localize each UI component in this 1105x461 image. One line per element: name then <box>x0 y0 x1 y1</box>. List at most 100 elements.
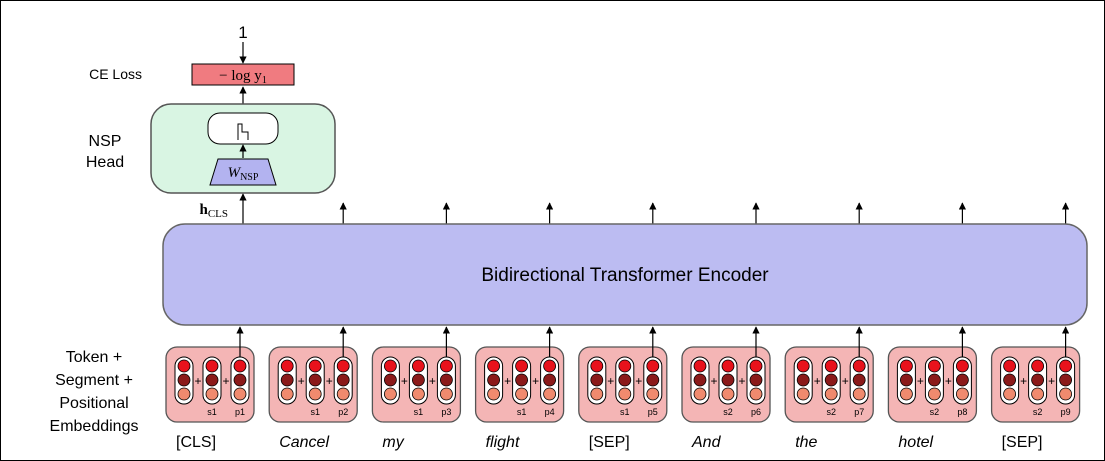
embedding-unit <box>280 387 294 401</box>
embedding-unit <box>1003 359 1016 373</box>
embedding-unit <box>205 359 219 373</box>
embedding-unit <box>383 387 397 401</box>
embedding-unit <box>646 359 660 373</box>
softmax-icon <box>237 123 249 140</box>
embedding-unit <box>693 373 707 387</box>
token-word: [SEP] <box>1002 434 1043 451</box>
token-word: hotel <box>898 434 933 451</box>
softmax-box <box>207 112 279 145</box>
embedding-unit <box>411 359 425 373</box>
embedding-unit <box>928 359 941 373</box>
embeddings-label-line2: Segment + <box>55 372 133 389</box>
position-label: p9 <box>1061 407 1071 417</box>
embedding-unit <box>928 373 941 387</box>
embedding-block-1: + + s1 p2 Cancel <box>268 326 358 451</box>
embedding-unit <box>233 373 247 387</box>
position-label: p5 <box>648 407 658 417</box>
embedding-unit <box>618 373 632 387</box>
embedding-unit <box>590 359 604 373</box>
segment-label: s1 <box>517 407 527 417</box>
embedding-unit <box>543 387 556 401</box>
embedding-unit <box>852 359 866 373</box>
plus-sign: + <box>1048 374 1055 388</box>
embedding-block-6: + + s2 p7 the <box>784 326 874 451</box>
position-label: p7 <box>854 407 864 417</box>
embedding-block-0: + + s1 p1 [CLS] <box>165 326 255 451</box>
embedding-unit <box>796 387 810 401</box>
embedding-unit <box>439 373 453 387</box>
position-label: p8 <box>957 407 967 417</box>
embedding-unit <box>693 387 707 401</box>
embedding-unit <box>487 373 501 387</box>
plus-sign: + <box>710 374 717 388</box>
embedding-unit <box>543 359 556 373</box>
embedding-unit <box>1059 387 1072 401</box>
token-word: flight <box>486 434 520 451</box>
segment-label: s2 <box>826 407 836 417</box>
embedding-unit <box>336 373 350 387</box>
position-label: p1 <box>235 407 245 417</box>
plus-sign: + <box>194 374 201 388</box>
embedding-unit <box>1003 373 1016 387</box>
segment-label: s2 <box>1033 407 1043 417</box>
plus-sign: + <box>814 374 821 388</box>
encoder-label: Bidirectional Transformer Encoder <box>481 265 769 286</box>
plus-sign: + <box>917 374 924 388</box>
plus-sign: + <box>401 374 408 388</box>
embedding-unit <box>205 373 219 387</box>
token-word: Cancel <box>279 434 329 451</box>
embedding-unit <box>233 387 247 401</box>
embedding-unit <box>900 387 913 401</box>
embedding-unit <box>487 387 501 401</box>
embedding-unit <box>1059 359 1072 373</box>
embedding-unit <box>308 359 322 373</box>
plus-sign: + <box>504 374 511 388</box>
embedding-unit <box>1031 373 1044 387</box>
plus-sign: + <box>326 374 333 388</box>
segment-label: s1 <box>620 407 630 417</box>
embedding-unit <box>749 359 763 373</box>
embedding-unit <box>900 359 913 373</box>
embedding-unit <box>233 359 247 373</box>
segment-label: s1 <box>414 407 424 417</box>
embedding-unit <box>205 387 219 401</box>
embedding-unit <box>646 373 660 387</box>
token-word: my <box>382 434 404 451</box>
embedding-unit <box>439 387 453 401</box>
embedding-block-2: + + s1 p3 my <box>371 326 462 451</box>
plus-sign: + <box>429 374 436 388</box>
embedding-unit <box>749 387 763 401</box>
loss-formula: − log y1 <box>219 68 267 86</box>
position-label: p2 <box>338 407 348 417</box>
embedding-unit <box>280 373 294 387</box>
embedding-unit <box>749 373 763 387</box>
embedding-unit <box>411 387 425 401</box>
embedding-unit <box>383 359 397 373</box>
segment-label: s1 <box>310 407 320 417</box>
weight-nsp-trapezoid <box>209 158 277 186</box>
embedding-block-7: + + s2 p8 hotel <box>887 326 978 451</box>
embeddings-label-line1: Token + <box>66 349 122 366</box>
plus-sign: + <box>842 374 849 388</box>
embedding-unit <box>1059 373 1072 387</box>
embedding-block-3: + + s1 p4 flight <box>474 326 565 451</box>
embedding-unit <box>336 387 350 401</box>
embedding-block-4: + + s1 p5 [SEP] <box>578 326 668 451</box>
loss-box <box>191 63 295 86</box>
nsp-label-line2: Head <box>86 154 124 171</box>
embedding-unit <box>543 373 556 387</box>
embedding-unit <box>308 387 322 401</box>
embedding-unit <box>177 373 191 387</box>
embedding-unit <box>796 373 810 387</box>
embedding-unit <box>824 359 838 373</box>
embedding-blocks: + + s1 p1 [CLS] + + s1 p2 Cancel + + s1 p3 my + + s1 p4 fli… <box>165 326 1081 451</box>
embedding-unit <box>721 359 735 373</box>
plus-sign: + <box>222 374 229 388</box>
embeddings-label-line3: Positional <box>59 395 128 412</box>
embedding-unit <box>852 387 866 401</box>
plus-sign: + <box>298 374 305 388</box>
nsp-label-line1: NSP <box>89 133 122 150</box>
embedding-unit <box>646 387 660 401</box>
